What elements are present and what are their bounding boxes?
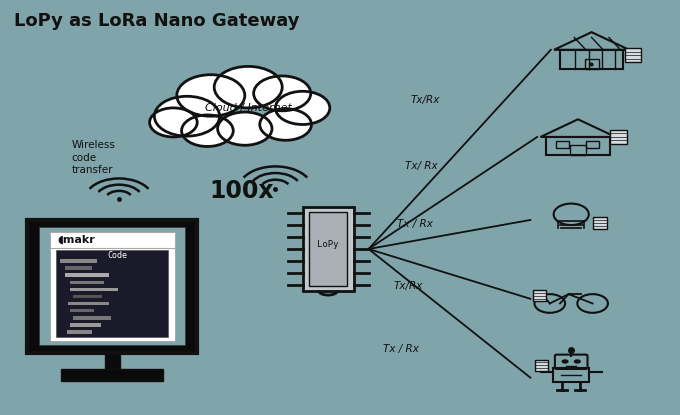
Text: Wireless
code
transfer: Wireless code transfer	[71, 140, 116, 175]
Circle shape	[260, 109, 311, 140]
Text: Cloud / Internet: Cloud / Internet	[205, 103, 292, 113]
FancyBboxPatch shape	[65, 273, 109, 277]
FancyBboxPatch shape	[50, 232, 175, 341]
Circle shape	[574, 359, 581, 364]
Circle shape	[254, 76, 311, 111]
Circle shape	[562, 359, 568, 364]
FancyBboxPatch shape	[105, 353, 120, 369]
FancyBboxPatch shape	[50, 232, 175, 248]
Circle shape	[214, 66, 282, 108]
FancyBboxPatch shape	[67, 330, 92, 334]
FancyBboxPatch shape	[535, 359, 548, 371]
FancyBboxPatch shape	[56, 250, 168, 337]
FancyBboxPatch shape	[60, 259, 97, 263]
FancyBboxPatch shape	[73, 295, 102, 298]
FancyBboxPatch shape	[309, 212, 347, 286]
Text: LoPy: LoPy	[318, 240, 339, 249]
Text: Tx / Rx: Tx / Rx	[384, 344, 419, 354]
Text: LoPy as LoRa Nano Gateway: LoPy as LoRa Nano Gateway	[14, 12, 299, 30]
Circle shape	[150, 108, 197, 137]
FancyBboxPatch shape	[70, 323, 101, 327]
Circle shape	[275, 91, 330, 124]
Text: Tx/ Rx: Tx/ Rx	[405, 161, 438, 171]
FancyBboxPatch shape	[61, 369, 163, 381]
Text: ◖makr: ◖makr	[58, 235, 96, 245]
FancyBboxPatch shape	[611, 130, 626, 144]
FancyBboxPatch shape	[68, 302, 109, 305]
FancyBboxPatch shape	[625, 48, 641, 62]
FancyBboxPatch shape	[27, 220, 197, 353]
Circle shape	[177, 75, 245, 116]
FancyBboxPatch shape	[70, 288, 118, 291]
FancyBboxPatch shape	[303, 208, 354, 290]
Text: Tx/Rx: Tx/Rx	[410, 95, 440, 105]
FancyBboxPatch shape	[70, 281, 104, 284]
Text: 100x: 100x	[209, 179, 274, 203]
Circle shape	[182, 115, 233, 146]
Circle shape	[218, 112, 272, 145]
FancyBboxPatch shape	[73, 316, 111, 320]
FancyBboxPatch shape	[65, 266, 92, 270]
FancyBboxPatch shape	[533, 290, 546, 301]
Text: Tx/Rx: Tx/Rx	[393, 281, 423, 291]
Text: Tx / Rx: Tx / Rx	[397, 219, 432, 229]
Text: Code: Code	[107, 251, 128, 260]
FancyBboxPatch shape	[70, 309, 94, 312]
FancyBboxPatch shape	[593, 217, 607, 229]
FancyBboxPatch shape	[39, 227, 185, 345]
Circle shape	[154, 96, 220, 136]
